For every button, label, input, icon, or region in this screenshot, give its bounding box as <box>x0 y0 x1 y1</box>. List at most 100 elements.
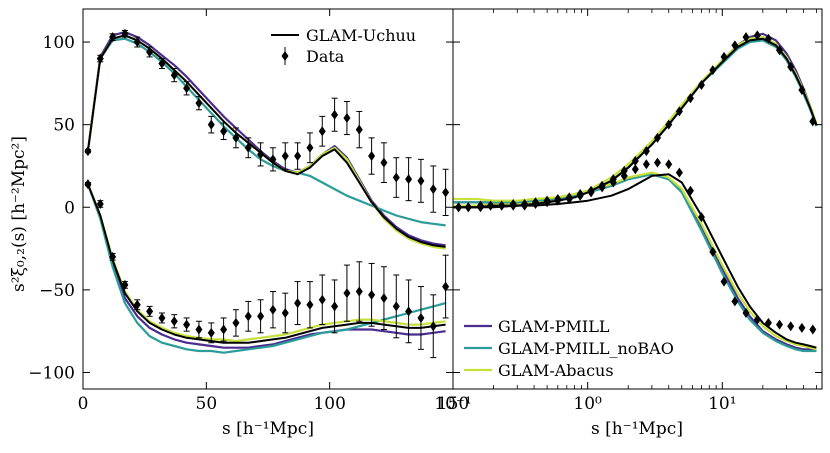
series-line-glam-pmill-nobao-monopole <box>86 37 446 227</box>
data-point-upper <box>697 80 705 90</box>
data-point-lower <box>598 182 606 193</box>
data-point-monopole <box>133 37 141 48</box>
data-point-monopole <box>257 149 265 160</box>
data-point-upper <box>686 93 694 104</box>
legend-label-glam-pmill: GLAM-PMILL <box>498 317 610 336</box>
data-point-monopole <box>343 113 351 124</box>
data-point-upper <box>675 106 683 117</box>
data-point-upper <box>720 51 728 62</box>
data-point-monopole <box>207 119 215 130</box>
data-point-upper <box>764 33 772 44</box>
x-tick-label: 0 <box>78 394 89 414</box>
data-point-monopole <box>244 142 252 153</box>
data-point-quadrupole <box>133 299 141 310</box>
data-point-quadrupole <box>281 308 289 318</box>
series-line-glam-pmill-monopole <box>86 30 446 247</box>
data-point-quadrupole <box>121 279 129 290</box>
y-tick-label: 50 <box>53 116 75 136</box>
data-point-upper <box>798 84 806 95</box>
data-point-upper <box>665 119 673 130</box>
legend-top: GLAM-Uchuu Data <box>271 26 416 66</box>
data-point-quadrupole <box>417 312 425 323</box>
data-point-quadrupole <box>392 301 400 312</box>
series-line-glam-pmill-nobao-upper <box>453 39 818 209</box>
data-point-lower <box>776 319 784 330</box>
data-point-quadrupole <box>429 321 437 332</box>
data-point-monopole <box>306 142 314 153</box>
data-point-lower <box>653 157 661 168</box>
series-line-glam-abacus-quadrupole <box>86 183 446 343</box>
data-point-quadrupole <box>183 319 191 330</box>
series-line-glam-abacus-monopole <box>86 34 446 250</box>
data-point-quadrupole <box>158 312 166 323</box>
data-point-lower <box>787 321 795 332</box>
data-point-upper <box>787 61 795 72</box>
data-point-quadrupole <box>380 293 388 304</box>
data-point-lower <box>709 246 717 257</box>
left-panel: 0 50 100 150 −100 −50 0 50 100 GLAM-Uchuu Data <box>28 8 469 414</box>
data-point-quadrupole <box>405 306 413 317</box>
data-point-lower <box>753 314 761 325</box>
data-point-quadrupole <box>84 179 92 190</box>
series-line-glam-uchuu-quadrupole <box>86 183 446 344</box>
series-line-glam-pmill-quadrupole <box>86 183 446 349</box>
data-point-monopole <box>355 124 363 135</box>
data-point-upper <box>753 30 761 41</box>
data-point-quadrupole <box>257 311 265 322</box>
data-point-monopole <box>405 174 413 185</box>
data-point-lower <box>543 197 551 208</box>
data-point-quadrupole <box>232 317 240 328</box>
x-tick-label: 10¹ <box>708 394 736 414</box>
data-point-lower <box>731 296 739 307</box>
data-point-monopole <box>269 154 277 165</box>
data-point-quadrupole <box>96 198 104 209</box>
data-point-monopole <box>368 151 376 162</box>
data-point-monopole <box>294 151 302 162</box>
data-point-monopole <box>109 32 117 43</box>
right-panel: 10⁻¹ 10⁰ 10¹GLAM-PMILLGLAM-PMILL_noBAOGLAM… <box>434 8 823 414</box>
data-point-monopole <box>220 126 228 137</box>
data-point-quadrupole <box>244 311 252 322</box>
data-point-monopole <box>429 184 437 195</box>
legend-marker-data <box>281 51 289 61</box>
data-point-upper <box>653 132 661 143</box>
data-point-quadrupole <box>306 299 314 310</box>
data-point-lower <box>554 195 562 206</box>
series-line-glam-abacus-upper <box>453 35 818 207</box>
legend-label-glam-abacus: GLAM-Abacus <box>498 361 614 380</box>
data-point-lower <box>720 276 728 287</box>
data-point-monopole <box>417 175 425 186</box>
data-point-monopole <box>195 98 203 109</box>
data-point-monopole <box>96 53 104 64</box>
data-point-monopole <box>158 58 166 69</box>
series-line-glam-pmill-upper <box>453 32 818 209</box>
data-point-monopole <box>232 132 240 143</box>
y-tick-label: −100 <box>28 363 75 383</box>
x-tick-label: 10⁻¹ <box>434 394 471 414</box>
data-point-quadrupole <box>331 301 339 312</box>
data-point-monopole <box>318 126 326 137</box>
data-point-lower <box>464 202 472 213</box>
x-tick-label: 10⁰ <box>573 394 602 414</box>
data-point-monopole <box>170 70 178 81</box>
data-point-quadrupole <box>355 286 363 297</box>
legend-label-data: Data <box>306 47 345 66</box>
data-point-upper <box>642 146 650 157</box>
data-point-lower <box>521 200 529 211</box>
x-axis-title-right: s [h⁻¹Mpc] <box>591 419 683 439</box>
data-point-monopole <box>442 187 450 198</box>
data-point-quadrupole <box>442 281 450 292</box>
data-point-lower <box>697 212 705 223</box>
series-line-glam-abacus-lower <box>453 171 817 351</box>
axes-frame-right <box>452 8 823 390</box>
y-tick-label: −50 <box>39 281 75 301</box>
data-point-quadrupole <box>294 298 302 309</box>
data-point-monopole <box>146 46 154 57</box>
data-point-monopole <box>121 28 129 39</box>
x-axis-title-left: s [h⁻¹Mpc] <box>222 419 314 439</box>
data-point-lower <box>532 198 540 209</box>
data-point-lower <box>609 177 617 188</box>
data-point-lower <box>587 187 595 198</box>
legend-label-glam-uchuu: GLAM-Uchuu <box>306 26 416 45</box>
